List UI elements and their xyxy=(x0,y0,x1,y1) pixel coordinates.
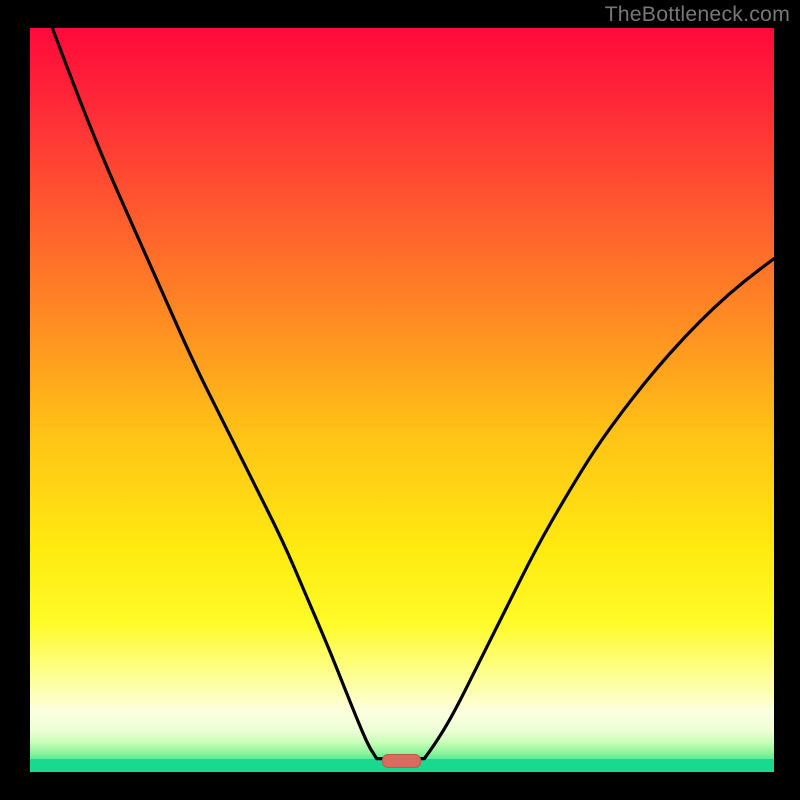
bottleneck-curve xyxy=(30,28,774,772)
chart-bottom-band xyxy=(30,759,774,772)
watermark-text: TheBottleneck.com xyxy=(605,2,790,27)
bottleneck-curve-path xyxy=(52,28,774,759)
chart-plot-area xyxy=(30,28,774,772)
